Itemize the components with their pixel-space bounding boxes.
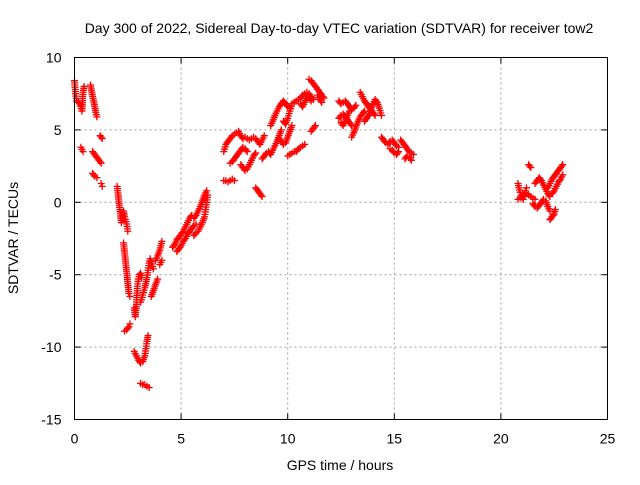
data-point xyxy=(310,123,318,131)
data-point xyxy=(301,140,309,148)
grid-layer xyxy=(74,57,608,420)
data-point xyxy=(347,120,355,128)
y-tick-label: 0 xyxy=(54,194,62,210)
ticks-layer xyxy=(74,57,608,420)
data-point xyxy=(306,95,314,103)
data-point xyxy=(307,97,315,105)
data-point xyxy=(359,109,367,117)
data-point xyxy=(288,122,296,130)
data-point xyxy=(549,211,557,219)
data-point xyxy=(191,213,199,221)
data-point xyxy=(154,275,162,283)
data-point xyxy=(277,126,285,134)
data-point xyxy=(260,132,268,140)
data-point xyxy=(178,229,186,237)
data-point xyxy=(80,82,88,90)
data-points xyxy=(71,75,567,392)
data-point xyxy=(93,113,101,121)
data-point xyxy=(126,320,134,328)
data-point xyxy=(559,161,567,169)
data-point xyxy=(180,236,188,244)
data-point xyxy=(311,122,319,130)
x-tick-label: 25 xyxy=(600,431,616,447)
x-tick-label: 20 xyxy=(493,431,509,447)
data-point xyxy=(526,162,534,170)
x-tick-label: 15 xyxy=(387,431,403,447)
y-tick-label: -5 xyxy=(49,267,62,283)
y-tick-label: -10 xyxy=(41,339,61,355)
data-point xyxy=(149,265,157,273)
data-point xyxy=(559,171,567,179)
x-tick-label: 10 xyxy=(280,431,296,447)
data-point xyxy=(351,103,359,111)
data-point xyxy=(317,97,325,105)
data-point xyxy=(406,155,414,163)
data-point xyxy=(251,151,259,159)
data-point xyxy=(378,111,386,119)
x-tick-label: 5 xyxy=(177,431,185,447)
data-point xyxy=(395,148,403,156)
data-point xyxy=(126,292,134,300)
data-point xyxy=(93,174,101,182)
data-point xyxy=(257,191,265,199)
data-point xyxy=(531,195,539,203)
data-point xyxy=(352,101,360,109)
data-point xyxy=(98,182,106,190)
data-point xyxy=(97,133,105,141)
data-point xyxy=(409,151,417,159)
data-point xyxy=(318,98,326,106)
data-point xyxy=(203,187,211,195)
x-tick-label: 0 xyxy=(71,431,79,447)
y-tick-label: -15 xyxy=(41,412,61,428)
data-point xyxy=(176,243,184,251)
data-point xyxy=(252,149,260,157)
y-axis-label: SDTVAR / TECUs xyxy=(5,182,21,294)
data-point xyxy=(556,177,564,185)
data-point xyxy=(158,237,166,245)
data-point xyxy=(124,227,132,235)
data-point xyxy=(407,156,415,164)
data-point xyxy=(371,111,379,119)
data-point xyxy=(527,164,535,172)
data-point xyxy=(546,207,554,215)
data-point xyxy=(258,193,266,201)
data-point xyxy=(230,177,238,185)
data-point xyxy=(97,159,105,167)
data-point xyxy=(242,146,250,154)
data-point xyxy=(545,191,553,199)
data-point xyxy=(551,206,559,214)
chart-title: Day 300 of 2022, Sidereal Day-to-day VTE… xyxy=(85,20,594,36)
data-point xyxy=(243,148,251,156)
data-point xyxy=(158,256,166,264)
data-point xyxy=(145,384,153,392)
y-tick-label: 10 xyxy=(46,50,62,66)
data-point xyxy=(558,162,566,170)
x-axis-label: GPS time / hours xyxy=(287,457,394,473)
y-tick-label: 5 xyxy=(54,122,62,138)
data-point xyxy=(346,107,354,115)
data-point xyxy=(144,332,152,340)
data-point xyxy=(96,158,104,166)
plot-frame xyxy=(74,57,608,420)
data-point xyxy=(192,220,200,228)
data-point xyxy=(393,149,401,157)
data-point xyxy=(536,175,544,183)
data-point xyxy=(124,324,132,332)
data-point xyxy=(79,148,87,156)
data-point xyxy=(549,188,557,196)
data-point xyxy=(170,242,178,250)
tick-labels: 0 5 10 15 20 25 -15 -10 -5 0 5 10 xyxy=(41,50,615,447)
data-point xyxy=(98,135,106,143)
